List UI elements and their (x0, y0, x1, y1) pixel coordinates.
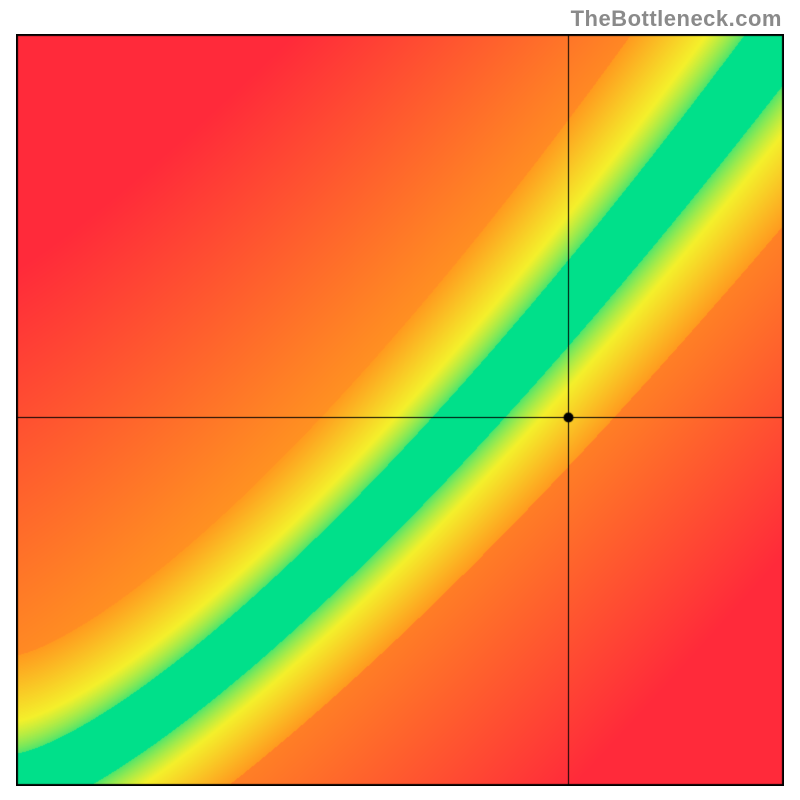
heatmap-canvas (16, 34, 784, 786)
bottleneck-heatmap (16, 34, 784, 786)
watermark-text: TheBottleneck.com (571, 6, 782, 32)
